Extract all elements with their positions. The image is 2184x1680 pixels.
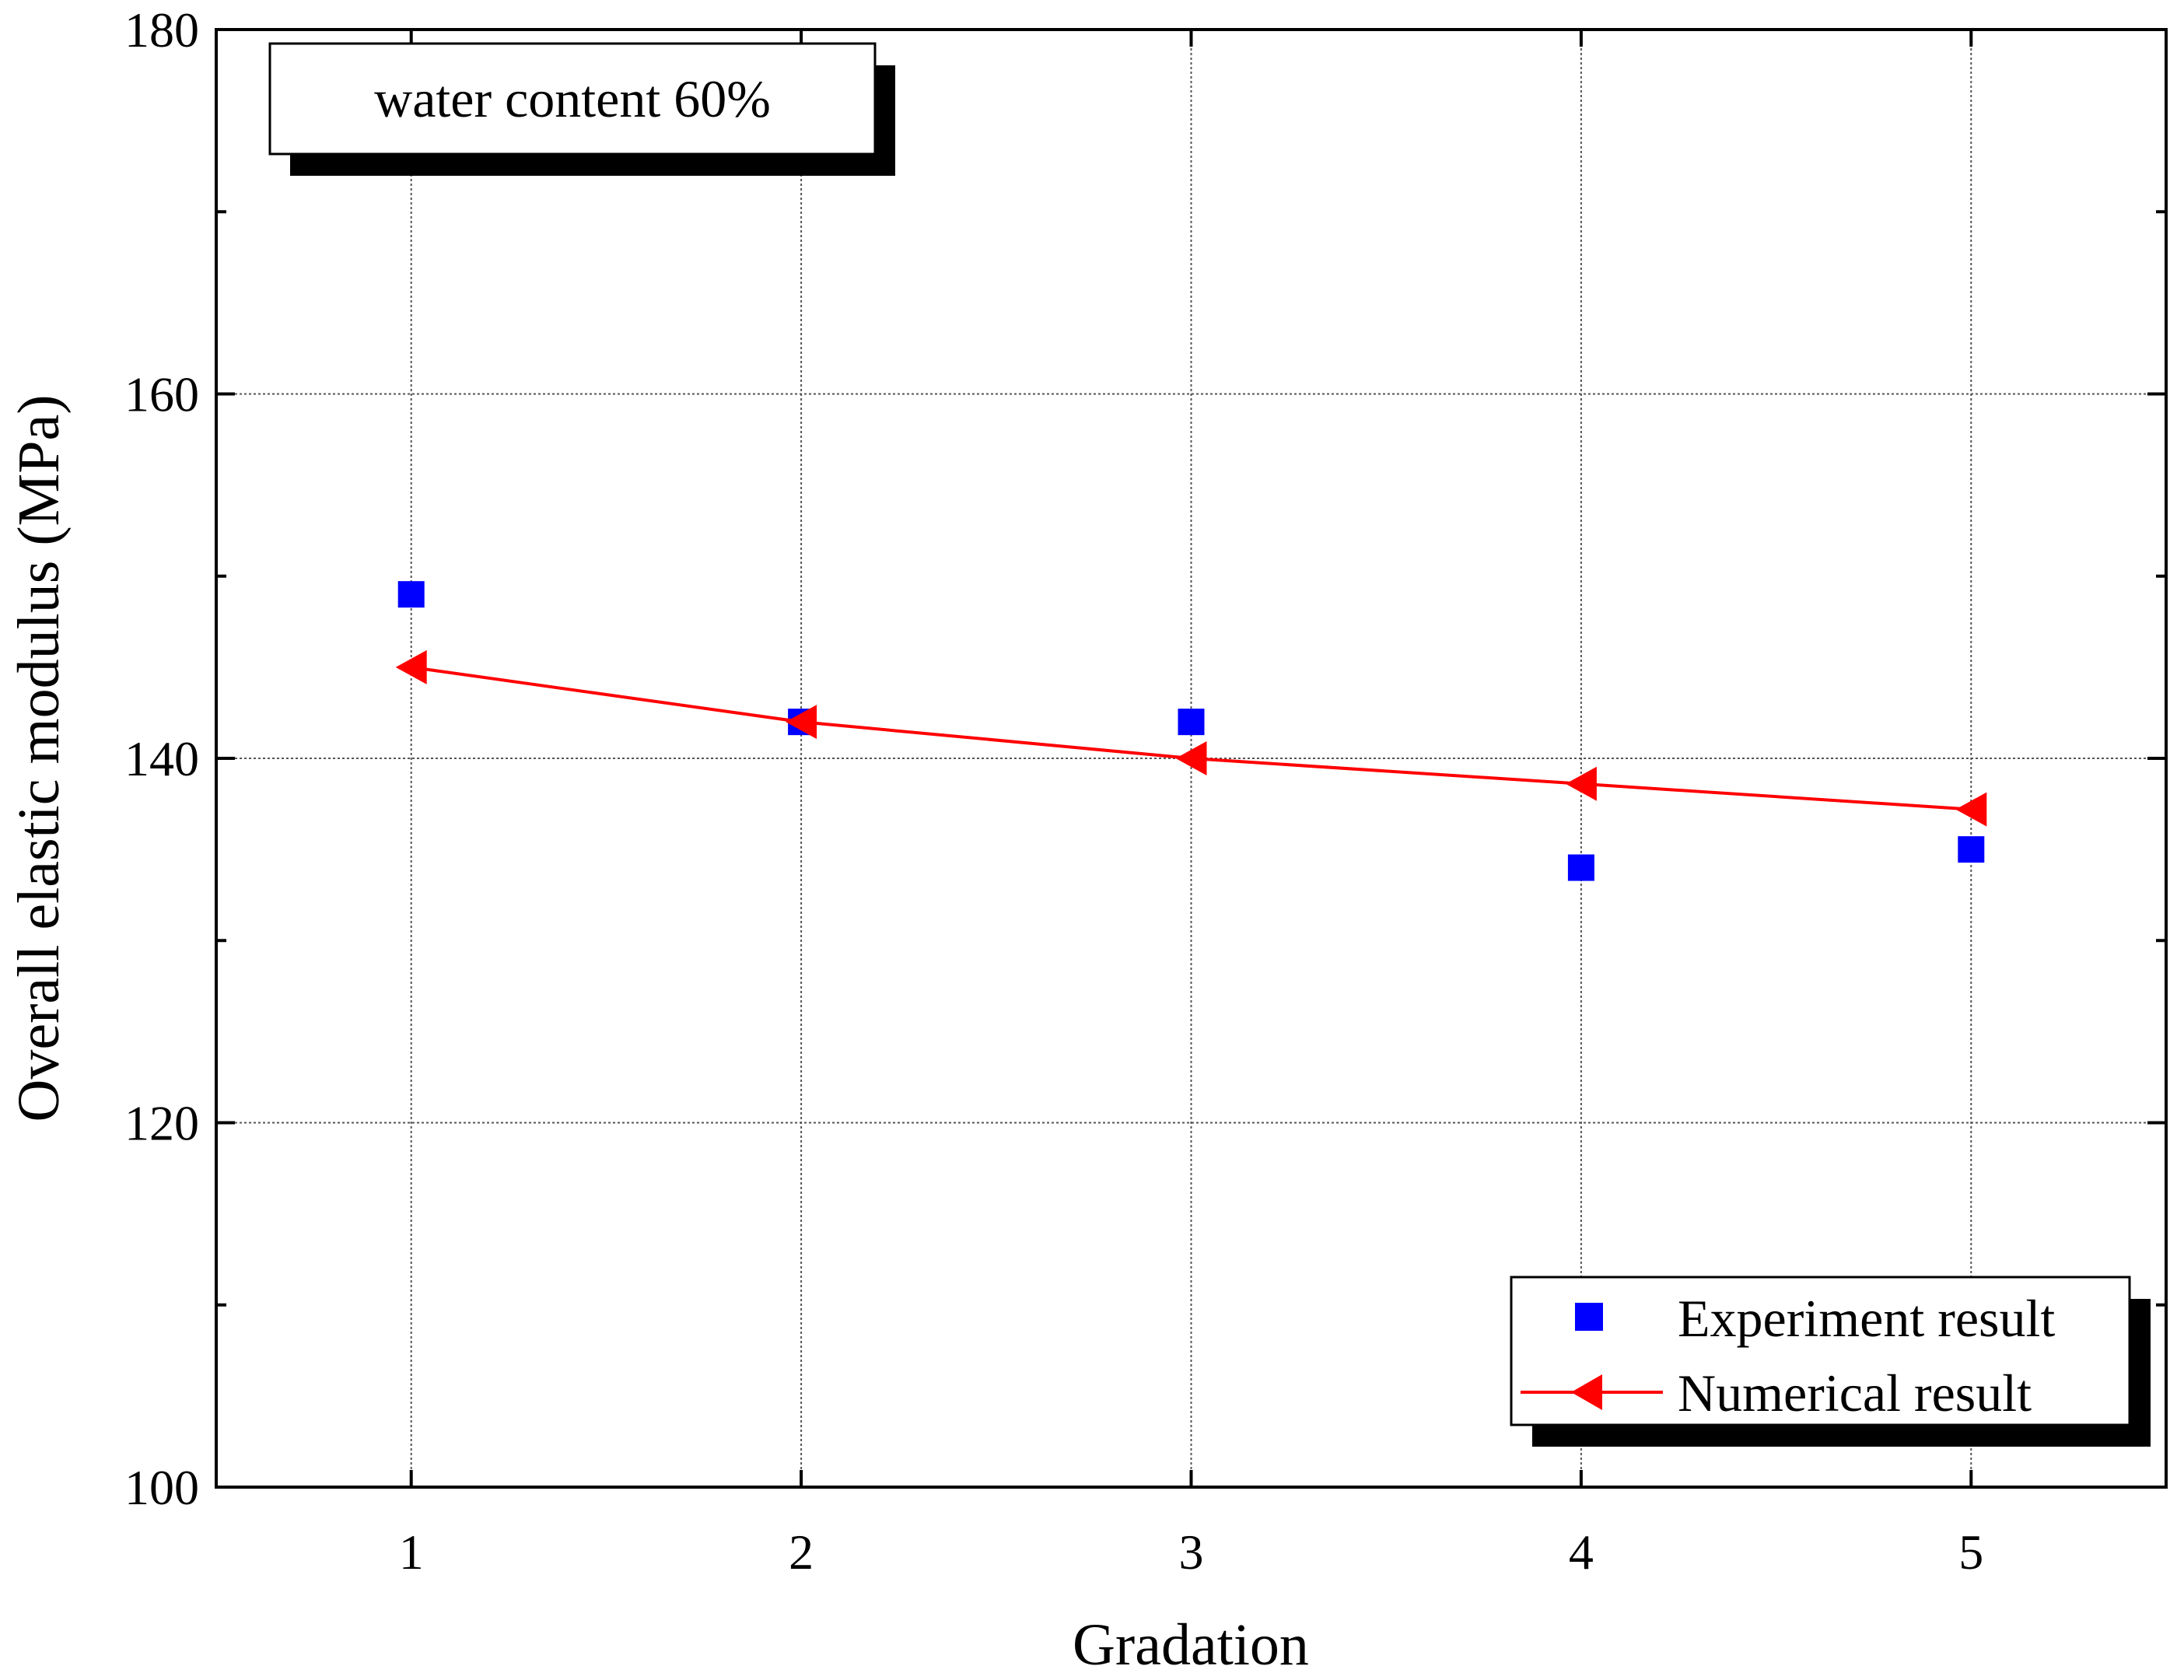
- legend-numerical-label: Numerical result: [1678, 1363, 2032, 1423]
- experiment-point: [1567, 854, 1594, 881]
- y-tick-label: 180: [124, 2, 199, 58]
- x-tick-label: 5: [1958, 1524, 1983, 1580]
- experiment-point: [1178, 709, 1205, 736]
- series-layer: [395, 581, 1987, 881]
- experiment-point: [1958, 836, 1985, 863]
- y-tick-label: 160: [124, 367, 199, 422]
- legend-frame: [1510, 1276, 2131, 1426]
- x-tick-label: 1: [399, 1524, 424, 1580]
- experiment-point: [397, 581, 425, 608]
- annotation-box-frame: [268, 42, 877, 156]
- legend-experiment-label: Experiment result: [1678, 1289, 2055, 1348]
- legend-numerical-marker-icon: [1571, 1374, 1602, 1410]
- x-tick-label: 4: [1569, 1524, 1594, 1580]
- y-tick-label: 140: [124, 731, 199, 786]
- y-axis-title: Overall elastic modulus (MPa): [6, 394, 72, 1122]
- annotation-text: water content 60%: [374, 69, 771, 128]
- y-tick-label: 120: [124, 1096, 199, 1151]
- legend: Experiment result Numerical result: [1510, 1276, 2151, 1447]
- numerical-point: [1175, 741, 1207, 775]
- plot-frame: [215, 28, 2168, 1489]
- x-tick-label: 3: [1179, 1524, 1204, 1580]
- numerical-point: [395, 649, 427, 684]
- tick-labels: 1 2 3 4 5 100 120 140 160 180: [124, 2, 1983, 1580]
- legend-experiment-marker-icon: [1575, 1303, 1603, 1331]
- x-tick-label: 2: [789, 1524, 814, 1580]
- numerical-point: [1955, 792, 1987, 827]
- numerical-point: [786, 705, 817, 740]
- annotation-box: water content 60%: [268, 42, 895, 176]
- numerical-point: [1565, 766, 1597, 801]
- x-axis-title: Gradation: [1073, 1612, 1309, 1678]
- y-tick-label: 100: [124, 1460, 199, 1515]
